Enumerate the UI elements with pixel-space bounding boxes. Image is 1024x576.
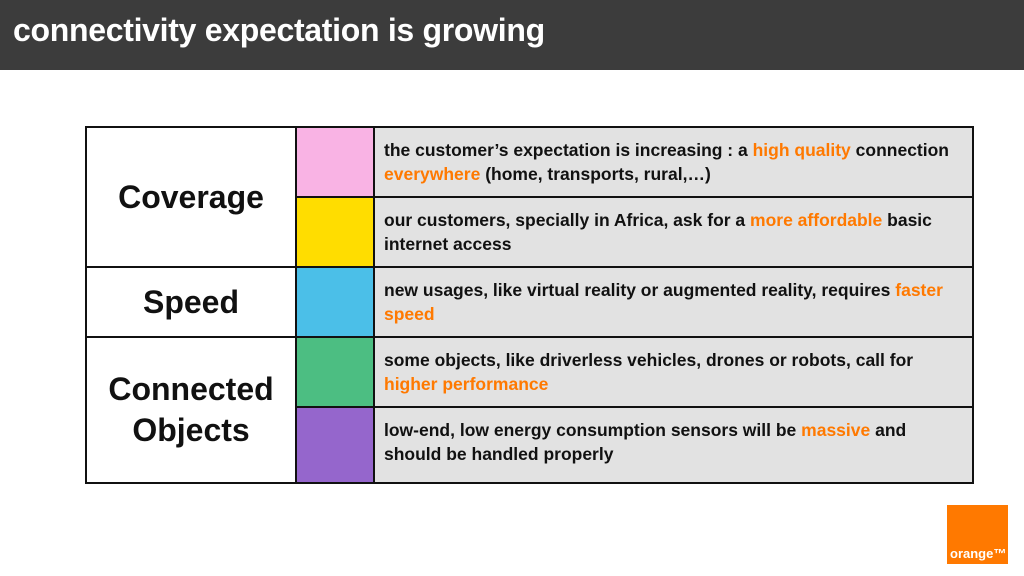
category-label: Coverage <box>85 126 297 268</box>
table-row: Connected Objects some objects, like driv… <box>85 336 974 484</box>
table-body: Coverage the customer’s expectation is in… <box>85 126 974 484</box>
category-label: Speed <box>85 266 297 338</box>
description: low-end, low energy consumption sensors … <box>373 406 974 484</box>
color-swatch <box>295 266 375 338</box>
highlight-text: high quality <box>752 140 851 160</box>
text-segment: new usages, like virtual reality or augm… <box>384 280 896 300</box>
color-swatch <box>295 126 375 198</box>
expectation-table: Coverage the customer’s expectation is in… <box>85 126 974 484</box>
text-segment: some objects, like driverless vehicles, … <box>384 350 914 370</box>
logo-text: orange™ <box>950 546 1007 561</box>
text-segment: the customer’s expectation is increasing… <box>384 140 753 160</box>
text-segment: connection <box>850 140 949 160</box>
slide-title: connectivity expectation is growing <box>13 12 545 48</box>
table-row: Speed new usages, like virtual reality or… <box>85 266 974 338</box>
color-swatch <box>295 406 375 484</box>
text-segment: our customers, specially in Africa, ask … <box>384 210 751 230</box>
table-row: our customers, specially in Africa, ask … <box>86 196 974 268</box>
description: our customers, specially in Africa, ask … <box>373 196 974 268</box>
table-row: low-end, low energy consumption sensors … <box>86 406 974 484</box>
color-swatch <box>295 336 375 408</box>
description: new usages, like virtual reality or augm… <box>373 266 974 338</box>
category-label: Connected Objects <box>85 336 297 484</box>
highlight-text: higher performance <box>384 374 549 394</box>
color-swatch <box>295 196 375 268</box>
highlight-text: massive <box>801 420 871 440</box>
highlight-text: everywhere <box>384 164 481 184</box>
text-segment: (home, transports, rural,…) <box>480 164 711 184</box>
text-segment: and should be handled properly <box>384 420 907 464</box>
description: the customer’s expectation is increasing… <box>373 126 974 198</box>
header-bar: connectivity expectation is growing <box>0 0 1024 70</box>
highlight-text: faster speed <box>384 280 943 324</box>
description: some objects, like driverless vehicles, … <box>373 336 974 408</box>
text-segment: basic internet access <box>384 210 932 254</box>
highlight-text: more affordable <box>750 210 883 230</box>
logo: orange™ <box>947 505 1008 564</box>
table-row: Coverage the customer’s expectation is in… <box>85 126 974 268</box>
text-segment: low-end, low energy consumption sensors … <box>384 420 802 440</box>
